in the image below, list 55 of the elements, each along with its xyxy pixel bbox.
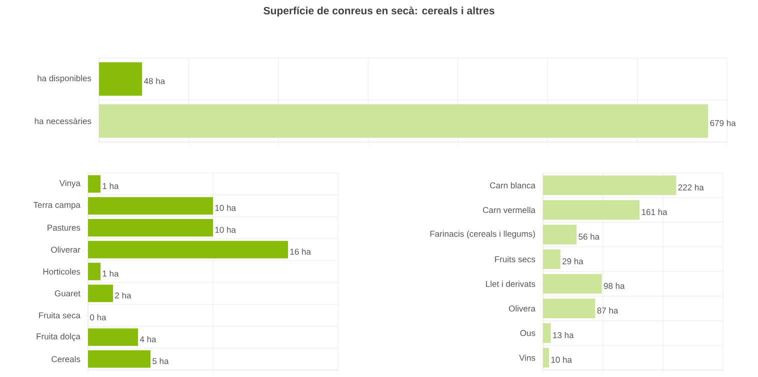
y-tick-label: Ous <box>520 330 536 336</box>
data-label: 48 ha <box>144 78 166 84</box>
y-tick-label: Vinya <box>59 180 80 188</box>
data-label: 10 ha <box>551 356 572 363</box>
data-label: 29 ha <box>562 258 584 264</box>
y-tick-label: Fruita seca <box>39 312 80 318</box>
bar <box>543 274 602 294</box>
data-label: 1 ha <box>102 182 119 190</box>
y-tick-label: ha disponibles <box>38 75 92 83</box>
bar <box>543 224 577 244</box>
bar <box>88 284 114 302</box>
y-tick-label: Horticoles <box>43 268 80 275</box>
bar <box>88 350 151 368</box>
data-label: 13 ha <box>553 332 574 338</box>
data-label: 5 ha <box>152 358 169 364</box>
data-label: 0 ha <box>90 314 106 320</box>
data-label: 10 ha <box>215 204 236 211</box>
y-tick-label: Llet i derivats <box>486 280 536 287</box>
data-label: 98 ha <box>604 282 625 289</box>
chart-title: Superfície de conreus en secà: cereals i altres <box>264 6 494 16</box>
data-label: 1 ha <box>102 270 119 277</box>
y-tick-label: Carn vermella <box>483 206 536 214</box>
bar <box>88 262 101 280</box>
data-label: 56 ha <box>578 233 600 240</box>
bar <box>543 348 549 368</box>
y-tick-label: Fruita dolça <box>36 333 80 342</box>
data-label: 679 ha <box>710 120 736 126</box>
data-label: 4 ha <box>140 336 156 342</box>
data-label: 161 ha <box>642 208 668 216</box>
y-tick-label: Guaret <box>54 290 80 296</box>
data-label: 222 ha <box>678 184 704 190</box>
y-tick-label: Pastures <box>48 224 80 231</box>
y-tick-label: Oliverar <box>51 246 80 253</box>
bar <box>88 197 214 215</box>
bar <box>88 175 101 193</box>
y-tick-label: Terra campa <box>33 202 80 210</box>
bar <box>543 200 640 220</box>
data-label: 2 ha <box>115 292 132 298</box>
bar <box>543 298 596 318</box>
y-tick-label: Fruits secs <box>495 256 536 262</box>
data-label: 87 ha <box>597 307 618 314</box>
y-tick-label: Vins <box>519 354 536 361</box>
y-tick-label: ha necessàries <box>34 118 92 124</box>
bar <box>88 328 138 346</box>
y-tick-label: Carn blanca <box>490 182 536 188</box>
bar <box>543 249 560 270</box>
y-tick-label: Olivera <box>508 305 536 312</box>
data-label: 10 ha <box>215 226 236 233</box>
data-label: 16 ha <box>290 248 311 255</box>
bar <box>543 323 551 343</box>
bar <box>88 218 214 236</box>
bar <box>88 240 288 258</box>
y-tick-label: Cereals <box>52 356 80 362</box>
y-tick-label: Farinacis (cereals i llegums) <box>430 230 535 239</box>
bar <box>543 175 676 196</box>
